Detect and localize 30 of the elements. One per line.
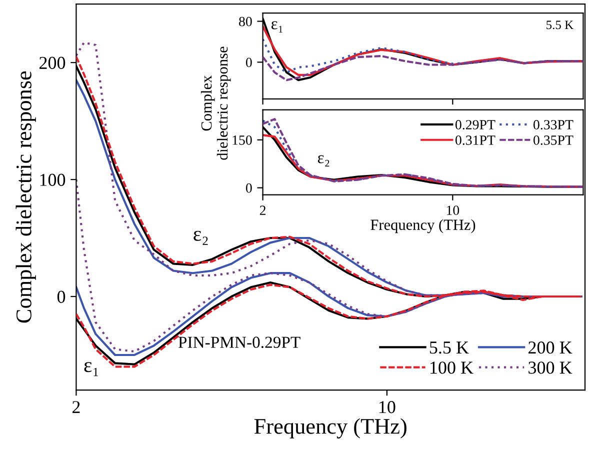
y-axis-title: Complex dielectric response <box>200 46 231 160</box>
x-tick-label: 10 <box>446 206 460 216</box>
x-tick-label: 10 <box>379 401 396 414</box>
legend-label: 5.5 K <box>430 342 469 354</box>
x-axis-title: Frequency (THz) <box>370 219 476 234</box>
annotation: ε₁ <box>84 362 98 376</box>
annotation: ε₁ <box>271 21 282 32</box>
legend-label: 0.33PT <box>533 120 574 130</box>
y-tick-label: 0 <box>57 290 66 303</box>
y-tick-label: 0 <box>246 183 252 193</box>
annotation: PIN-PMN-0.29PT <box>178 336 300 348</box>
x-tick-label: 2 <box>260 206 266 215</box>
y-axis-title: Complex dielectric response <box>16 71 36 323</box>
x-tick-label: 2 <box>72 401 80 414</box>
legend-label: 0.31PT <box>455 136 496 145</box>
line-series <box>262 55 584 82</box>
y-tick-label: 100 <box>40 174 66 186</box>
y-tick-label: 200 <box>39 56 66 69</box>
legend-label: 0.35PT <box>533 136 574 145</box>
annotation: ε₂ <box>318 155 330 167</box>
legend-label: 0.29PT <box>455 120 496 130</box>
y-tick-label: 150 <box>232 135 252 145</box>
legend-label: 200 K <box>528 341 572 354</box>
legend-label: 100 K <box>430 362 474 374</box>
y-tick-label: 80 <box>239 16 252 26</box>
x-axis-title: Frequency (THz) <box>254 418 406 438</box>
legend-label: 300 K <box>528 362 572 374</box>
y-tick-label: 0 <box>246 58 252 68</box>
annotation: ε₂ <box>194 230 208 245</box>
annotation: 5.5 K <box>546 20 574 30</box>
